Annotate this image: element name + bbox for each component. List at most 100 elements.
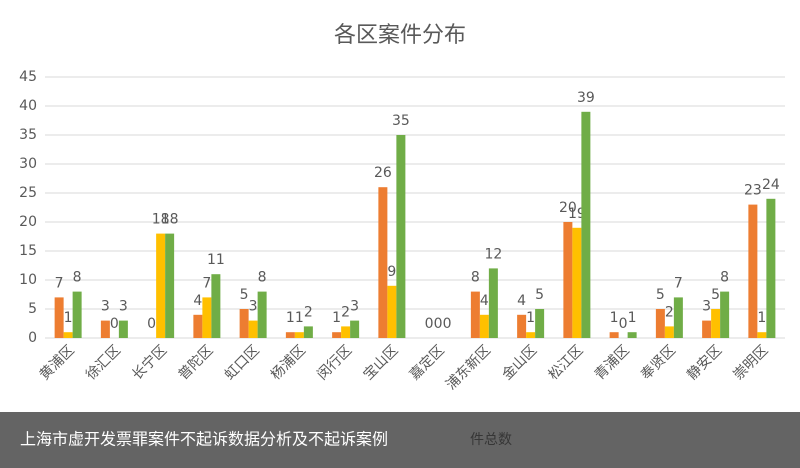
bar <box>673 297 683 338</box>
y-tick-label: 40 <box>19 98 37 114</box>
data-label: 1 <box>526 310 535 326</box>
bar <box>165 233 175 338</box>
caption: 上海市虚开发票罪案件不起诉数据分析及不起诉案例 <box>20 430 388 449</box>
data-label: 23 <box>744 183 762 199</box>
data-label: 19 <box>568 206 586 222</box>
bar <box>239 309 249 338</box>
data-label: 2 <box>341 304 350 320</box>
bar <box>479 314 489 338</box>
data-label: 0 <box>443 316 452 332</box>
data-label: 1 <box>286 310 295 326</box>
bar <box>285 332 295 338</box>
data-label: 3 <box>119 299 128 315</box>
data-label: 24 <box>762 177 780 193</box>
bar <box>118 320 128 338</box>
data-label: 5 <box>656 287 665 303</box>
data-label: 2 <box>304 304 313 320</box>
bar <box>720 291 730 338</box>
bar <box>63 332 73 338</box>
data-label: 12 <box>484 246 502 262</box>
bar <box>488 268 498 338</box>
data-label: 1 <box>295 310 304 326</box>
y-tick-label: 5 <box>28 301 37 317</box>
data-label: 20 <box>559 200 577 216</box>
bar <box>655 309 665 338</box>
bar <box>766 198 776 338</box>
data-label: 0 <box>110 316 119 332</box>
data-label: 8 <box>73 270 82 286</box>
chart-title: 各区案件分布 <box>334 23 466 48</box>
data-label: 5 <box>240 287 249 303</box>
data-label: 4 <box>517 293 526 309</box>
bar <box>100 320 110 338</box>
bar <box>72 291 82 338</box>
bar <box>294 332 304 338</box>
data-label: 5 <box>711 287 720 303</box>
data-label: 35 <box>392 113 410 129</box>
data-label: 1 <box>757 310 766 326</box>
bar <box>387 285 397 338</box>
bar <box>54 297 64 338</box>
bar <box>535 309 545 338</box>
data-label: 1 <box>628 310 637 326</box>
y-tick-label: 10 <box>19 272 37 288</box>
data-label: 0 <box>425 316 434 332</box>
data-label: 7 <box>55 275 64 291</box>
data-label: 0 <box>147 316 156 332</box>
data-label: 7 <box>674 275 683 291</box>
data-label: 3 <box>350 299 359 315</box>
bar <box>702 320 712 338</box>
data-label: 11 <box>207 252 225 268</box>
bar <box>193 314 203 338</box>
data-label: 18 <box>161 212 179 228</box>
bar <box>627 332 637 338</box>
data-label: 7 <box>202 275 211 291</box>
data-label: 0 <box>619 316 628 332</box>
bar <box>303 326 313 338</box>
bar <box>332 332 342 338</box>
data-label: 0 <box>434 316 443 332</box>
bar <box>748 204 758 338</box>
bar <box>156 233 166 338</box>
data-label: 1 <box>332 310 341 326</box>
bar <box>248 320 258 338</box>
data-label: 8 <box>258 270 267 286</box>
data-label: 4 <box>480 293 489 309</box>
bar <box>257 291 267 338</box>
caption-overlay <box>0 412 800 468</box>
data-label: 8 <box>720 270 729 286</box>
bar <box>609 332 619 338</box>
y-tick-label: 0 <box>28 330 37 346</box>
data-label: 1 <box>64 310 73 326</box>
data-label: 4 <box>193 293 202 309</box>
bar <box>202 297 212 338</box>
bar <box>378 187 388 338</box>
bar <box>396 135 406 338</box>
y-tick-label: 20 <box>19 214 37 230</box>
data-label: 9 <box>387 264 396 280</box>
bar <box>711 309 721 338</box>
data-label: 3 <box>249 299 258 315</box>
bar <box>350 320 360 338</box>
bar <box>517 314 527 338</box>
bar <box>341 326 351 338</box>
data-label: 3 <box>702 299 711 315</box>
bar <box>211 274 221 338</box>
bar <box>581 111 591 338</box>
data-label: 8 <box>471 270 480 286</box>
y-tick-label: 45 <box>19 69 37 85</box>
data-label: 3 <box>101 299 110 315</box>
bar <box>526 332 536 338</box>
data-label: 1 <box>610 310 619 326</box>
bar <box>664 326 674 338</box>
data-label: 39 <box>577 90 595 106</box>
y-tick-label: 35 <box>19 127 37 143</box>
data-label: 2 <box>665 304 674 320</box>
y-tick-label: 30 <box>19 156 37 172</box>
y-tick-label: 15 <box>19 243 37 259</box>
bar <box>757 332 767 338</box>
bar <box>572 227 582 338</box>
bar <box>470 291 480 338</box>
y-tick-label: 25 <box>19 185 37 201</box>
